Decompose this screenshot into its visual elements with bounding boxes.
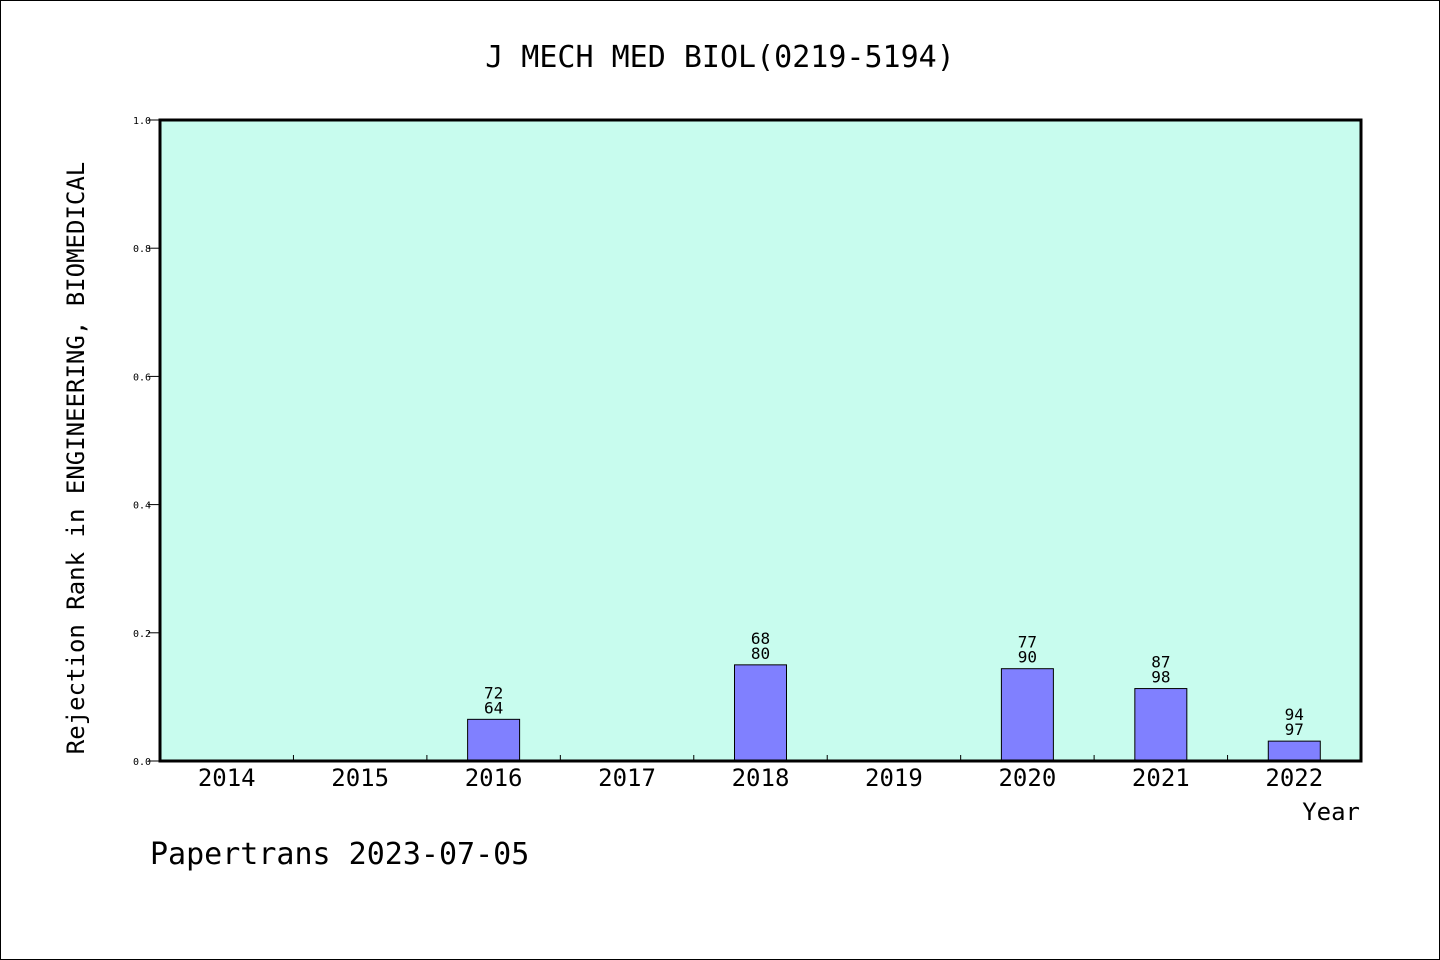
y-axis: 0.0 0.2 0.4 0.6 0.8 1.0 — [133, 116, 160, 768]
y-tick-label: 0.0 — [133, 757, 151, 768]
x-axis-label: Year — [1302, 798, 1360, 826]
plot-border — [158, 118, 1363, 763]
x-tick-label-2020: 2020 — [998, 764, 1056, 792]
x-tick-label-2016: 2016 — [465, 764, 523, 792]
x-tick-label-2017: 2017 — [598, 764, 656, 792]
x-tick-label-2019: 2019 — [865, 764, 923, 792]
plot-area — [160, 120, 1361, 761]
bar-label-bottom-2020: 90 — [1018, 648, 1037, 667]
bar-label-bottom-2018: 80 — [751, 644, 770, 663]
y-tick-label: 0.6 — [133, 372, 151, 383]
bar-2022 — [1267, 740, 1321, 762]
bar-label-bottom-2016: 64 — [484, 698, 503, 717]
bar-2020 — [1000, 668, 1054, 762]
y-tick-label: 0.8 — [133, 244, 151, 255]
bar-label-bottom-2022: 97 — [1285, 720, 1304, 739]
bar-label-top-2022: 94 — [1285, 705, 1304, 724]
bar-2016 — [467, 718, 521, 762]
x-tick-label-2014: 2014 — [198, 764, 256, 792]
y-tick-label: 1.0 — [133, 116, 151, 127]
y-axis-label: Rejection Rank in ENGINEERING, BIOMEDICA… — [62, 162, 90, 754]
bar-label-bottom-2021: 98 — [1151, 668, 1170, 687]
x-tick-label-2015: 2015 — [331, 764, 389, 792]
x-axis: 2014 2015 2016 2017 2018 2019 2020 2021 2022 — [198, 755, 1323, 792]
x-tick-label-2022: 2022 — [1265, 764, 1323, 792]
bar-2021 — [1134, 688, 1188, 762]
bar-2018 — [734, 664, 787, 762]
x-tick-label-2021: 2021 — [1132, 764, 1190, 792]
bar-label-top-2018: 68 — [751, 629, 770, 648]
x-tick-label-2018: 2018 — [732, 764, 790, 792]
footer-text: Papertrans 2023-07-05 — [150, 837, 529, 872]
bar-label-top-2016: 72 — [484, 683, 503, 702]
chart-title: J MECH MED BIOL(0219-5194) — [485, 40, 955, 75]
y-tick-label: 0.2 — [133, 629, 151, 640]
bar-label-top-2020: 77 — [1018, 633, 1037, 652]
y-tick-label: 0.4 — [133, 501, 151, 512]
bar-label-top-2021: 87 — [1151, 653, 1170, 672]
